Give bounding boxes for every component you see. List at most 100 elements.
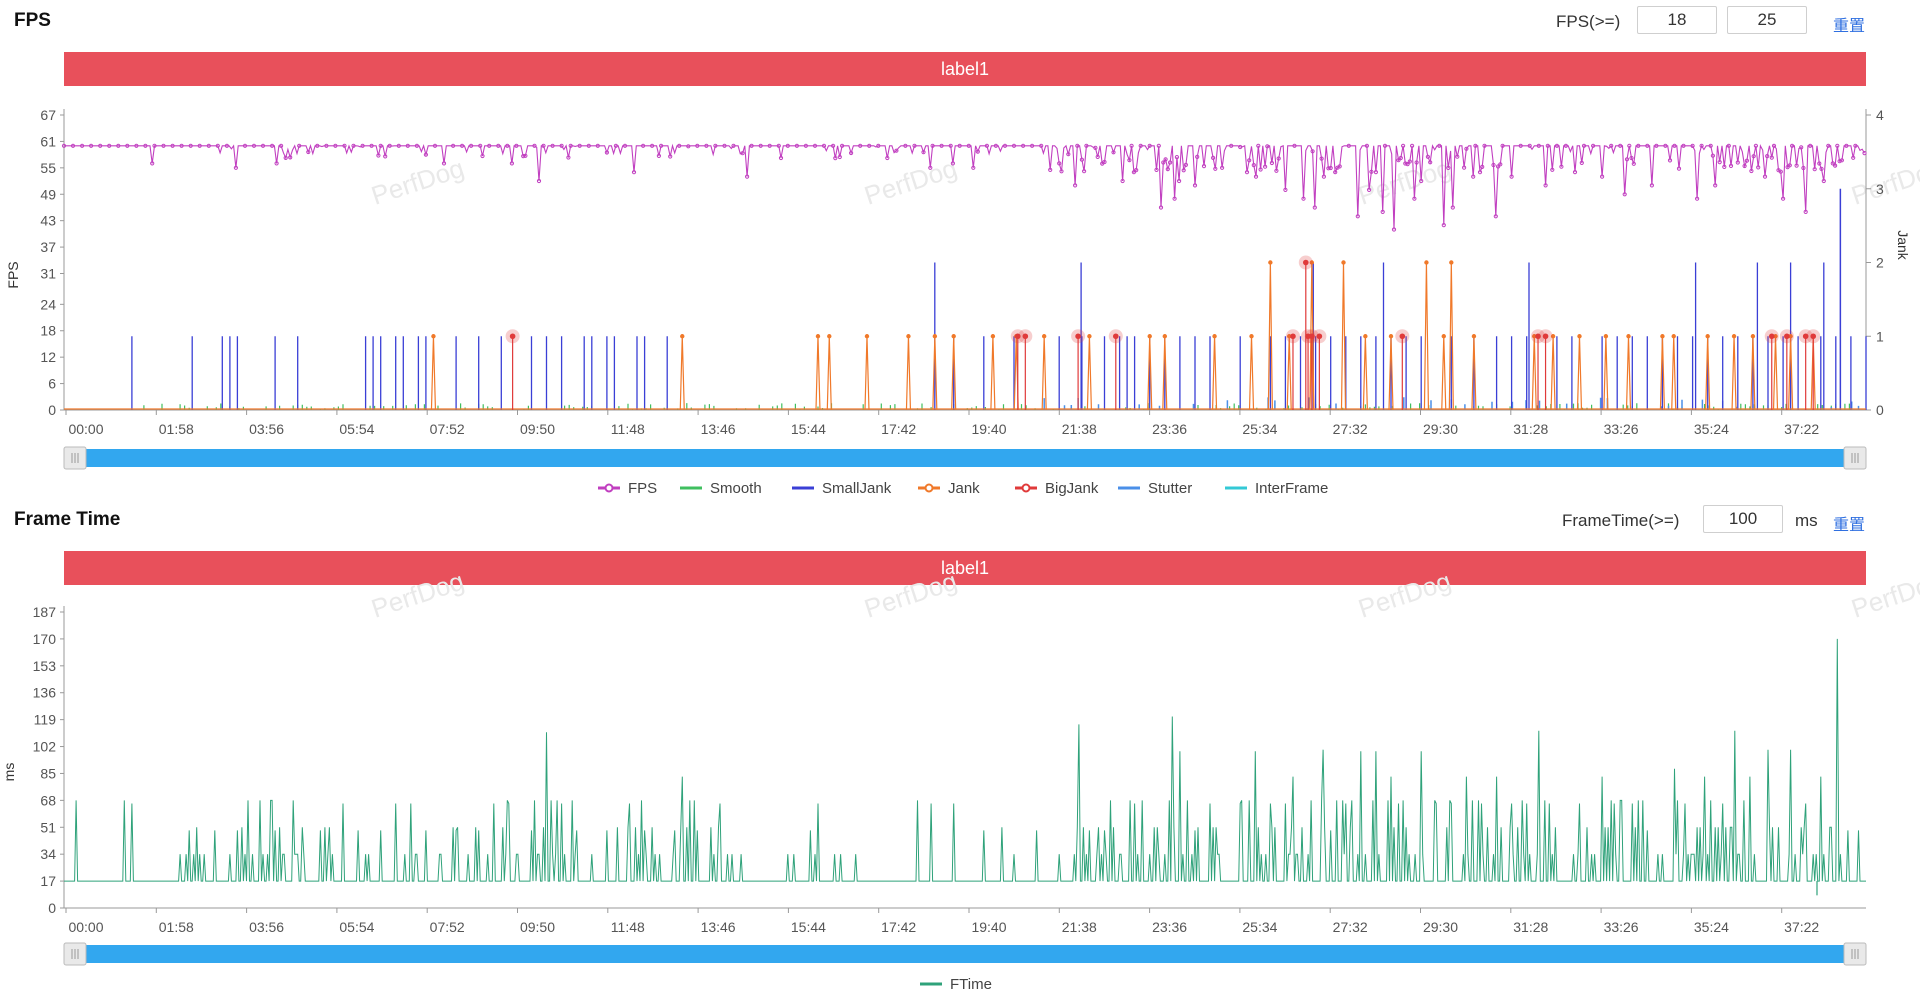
bigjank-point [509, 333, 516, 340]
frametime-reset-link[interactable]: 重置 [1833, 517, 1866, 534]
fps-x-tick-label: 05:54 [339, 421, 374, 437]
legend-label-bigjank: BigJank [1045, 480, 1099, 497]
ft-y-tick-label: 51 [40, 819, 56, 835]
fps-y-tick-label: 55 [40, 160, 56, 176]
ft-y-tick-label: 0 [48, 900, 56, 916]
jank-point [1087, 334, 1092, 339]
ft-x-tick-label: 11:48 [611, 919, 645, 935]
frametime-chart[interactable]: PerfDog PerfDog PerfDog PerfDog 0 17 34 51 68 85… [0, 500, 1920, 1006]
jank-spike [905, 336, 912, 411]
jank-point [1341, 260, 1346, 265]
ft-y-tick-label: 170 [33, 631, 57, 647]
fps-reset-link[interactable]: 重置 [1833, 18, 1866, 35]
watermark-text: PerfDog [1848, 566, 1920, 624]
watermark-text: PerfDog [368, 566, 468, 624]
ft-x-tick-label: 01:58 [159, 919, 194, 935]
fps-x-tick-label: 25:34 [1242, 421, 1277, 437]
fps-x-tick-label: 07:52 [430, 421, 465, 437]
jank-point [1660, 334, 1665, 339]
watermark-text: PerfDog [368, 153, 468, 211]
fps-chart[interactable]: PerfDog PerfDog PerfDog PerfDog 06121824313… [0, 0, 1920, 497]
ft-x-tick-label: 13:46 [701, 919, 736, 935]
jank-point [1162, 334, 1168, 339]
jank-point [1788, 334, 1793, 339]
fps-x-tick-label: 17:42 [881, 421, 916, 437]
jank-spike [430, 336, 437, 411]
jank-point [1705, 334, 1710, 339]
jank-point [680, 334, 685, 339]
slider-track [64, 945, 1866, 963]
jank-spike [1550, 336, 1556, 411]
fps-x-tick-label: 03:56 [249, 421, 284, 437]
jank-point [932, 334, 938, 339]
fps-markers [61, 143, 1867, 232]
fps-x-tick-label: 09:50 [520, 421, 555, 437]
fps-y-tick-label: 49 [40, 186, 56, 202]
frametime-legend: FTime [920, 976, 992, 993]
fps-y2-tick-label: 3 [1876, 181, 1884, 197]
jank-spike [679, 336, 685, 411]
fps-y-tick-label: 6 [48, 376, 56, 392]
fps-y2-tick-label: 0 [1876, 402, 1884, 418]
fps-point [894, 148, 899, 153]
bigjank-point [1784, 333, 1790, 340]
jank-point [1309, 260, 1315, 265]
jank-point [1287, 334, 1292, 339]
jank-point [815, 334, 821, 339]
fps-y-axis-title: FPS [5, 261, 21, 288]
jank-point [1449, 260, 1454, 265]
slider-track [64, 449, 1866, 467]
jank-point [1773, 334, 1778, 339]
jank-spike [1576, 336, 1583, 411]
fps-legend: FPS Smooth SmallJank Jank BigJank Stutter Inte… [598, 480, 1328, 497]
ft-y-tick-label: 34 [40, 846, 56, 862]
jank-point [1626, 334, 1631, 339]
fps-threshold-input-1[interactable] [1637, 6, 1717, 34]
fps-x-tick-label: 01:58 [159, 421, 194, 437]
jank-point [1441, 334, 1446, 339]
ft-y-tick-label: 102 [33, 739, 57, 755]
ft-x-tick-label: 33:26 [1604, 919, 1639, 935]
ft-x-tick-label: 05:54 [339, 919, 374, 935]
fps-threshold-input-2[interactable] [1727, 6, 1807, 34]
fps-x-tick-label: 27:32 [1333, 421, 1368, 437]
jank-spike [1531, 336, 1537, 411]
jank-spike [1731, 336, 1737, 411]
fps-y2-axis-title: Jank [1895, 230, 1911, 261]
bigjank-point [1022, 333, 1029, 340]
legend-label-smalljank: SmallJank [822, 480, 892, 497]
ft-y-tick-label: 68 [40, 792, 56, 808]
frametime-label-bar[interactable]: label1 [64, 551, 1866, 585]
fps-threshold-label: FPS(>=) [1556, 12, 1621, 31]
fps-point [1862, 151, 1867, 156]
jank-point [1550, 334, 1556, 339]
jank-spike [1248, 336, 1255, 411]
fps-zoom-slider[interactable] [63, 446, 1867, 470]
fps-x-tick-label: 33:26 [1604, 421, 1639, 437]
legend-label-jank: Jank [948, 480, 980, 497]
jank-spike [1286, 336, 1292, 411]
fps-label-bar[interactable]: label1 [64, 52, 1866, 86]
bigjank-point [1802, 333, 1809, 340]
legend-label-fps: FPS [628, 480, 657, 497]
jank-point [1363, 334, 1368, 339]
jank-spike [1603, 336, 1609, 411]
bigjank-point [1535, 333, 1541, 340]
ft-x-tick-label: 29:30 [1423, 919, 1458, 935]
jank-point [951, 334, 956, 339]
ft-y-tick-label: 119 [34, 712, 57, 728]
jank-spike [1671, 336, 1677, 411]
jank-spike [990, 336, 996, 411]
jank-point [1388, 334, 1394, 339]
ft-x-tick-label: 27:32 [1333, 919, 1368, 935]
fps-x-tick-label: 35:24 [1694, 421, 1729, 437]
fps-y-tick-label: 18 [40, 323, 56, 339]
watermark-text: PerfDog [1355, 566, 1455, 624]
bigjank-point [1014, 333, 1021, 340]
jank-point [1424, 260, 1429, 265]
ft-y-tick-label: 85 [40, 765, 56, 781]
frametime-threshold-input[interactable] [1703, 505, 1783, 533]
frametime-zoom-slider[interactable] [63, 942, 1867, 966]
ft-y-tick-label: 17 [40, 873, 56, 889]
jank-spike [1340, 262, 1347, 411]
